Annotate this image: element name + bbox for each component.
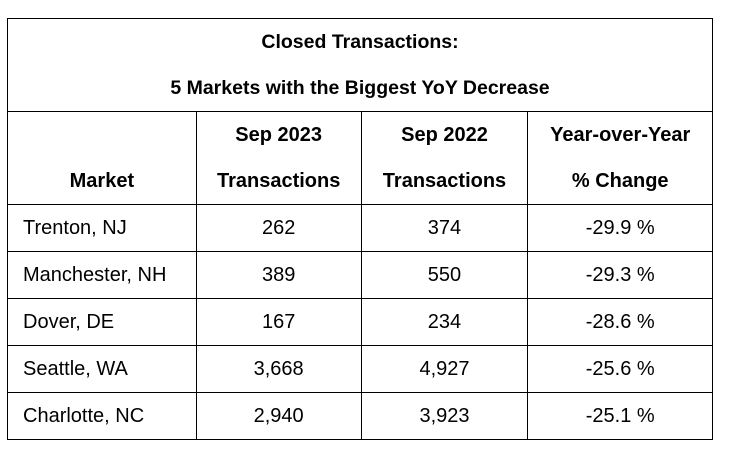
- sep2023-cell: 389: [195, 251, 362, 299]
- header-line-2: Transactions: [216, 170, 341, 192]
- table-row: Dover, DE 167 234 -28.6 %: [7, 298, 713, 346]
- sep2022-cell: 234: [360, 298, 529, 346]
- sep2022-cell: 3,923: [360, 392, 529, 440]
- yoy-cell: -25.1 %: [527, 392, 713, 440]
- header-line-2: Transactions: [382, 170, 507, 192]
- yoy-cell: -25.6 %: [527, 345, 713, 393]
- market-cell: Charlotte, NC: [7, 392, 197, 440]
- header-line-2: Market: [69, 170, 135, 192]
- header-sep2022: Sep 2022 Transactions: [360, 111, 529, 205]
- title-row: Closed Transactions: 5 Markets with the B…: [7, 18, 713, 112]
- header-market: Market: [7, 111, 197, 205]
- table-title: Closed Transactions: 5 Markets with the B…: [7, 18, 713, 112]
- header-line-1: Sep 2022: [401, 124, 488, 146]
- header-sep2023: Sep 2023 Transactions: [195, 111, 362, 205]
- yoy-cell: -29.3 %: [527, 251, 713, 299]
- market-cell: Dover, DE: [7, 298, 197, 346]
- header-line-1: [8, 112, 196, 158]
- title-line-1: Closed Transactions:: [261, 31, 459, 53]
- market-cell: Trenton, NJ: [7, 204, 197, 252]
- sep2023-cell: 3,668: [195, 345, 362, 393]
- transactions-table: Closed Transactions: 5 Markets with the B…: [7, 18, 713, 440]
- market-cell: Manchester, NH: [7, 251, 197, 299]
- header-line-1: Sep 2023: [235, 124, 323, 146]
- table-row: Manchester, NH 389 550 -29.3 %: [7, 251, 713, 299]
- sep2022-cell: 374: [360, 204, 529, 252]
- sep2022-cell: 550: [360, 251, 529, 299]
- sep2023-cell: 2,940: [195, 392, 362, 440]
- sep2023-cell: 167: [195, 298, 362, 346]
- table-row: Trenton, NJ 262 374 -29.9 %: [7, 204, 713, 252]
- header-row: Market Sep 2023 Transactions Sep 2022 Tran…: [7, 111, 713, 205]
- market-cell: Seattle, WA: [7, 345, 197, 393]
- table-row: Charlotte, NC 2,940 3,923 -25.1 %: [7, 392, 713, 440]
- yoy-cell: -28.6 %: [527, 298, 713, 346]
- sep2022-cell: 4,927: [360, 345, 529, 393]
- header-yoy: Year-over-Year % Change: [527, 111, 713, 205]
- title-line-2: 5 Markets with the Biggest YoY Decrease: [170, 77, 550, 99]
- yoy-cell: -29.9 %: [527, 204, 713, 252]
- header-line-2: % Change: [571, 170, 669, 192]
- sep2023-cell: 262: [195, 204, 362, 252]
- header-line-1: Year-over-Year: [550, 124, 691, 146]
- table-row: Seattle, WA 3,668 4,927 -25.6 %: [7, 345, 713, 393]
